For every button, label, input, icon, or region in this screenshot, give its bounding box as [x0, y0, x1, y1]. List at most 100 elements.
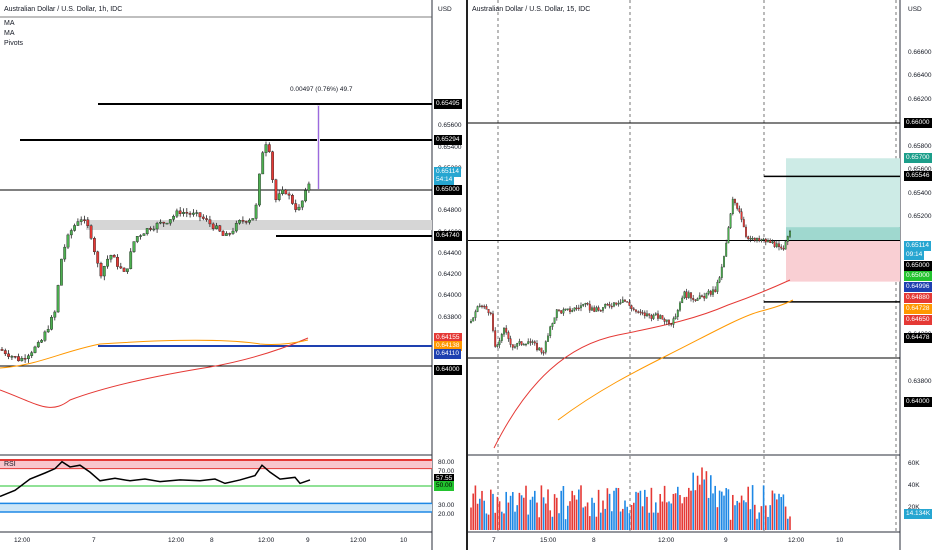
price-label: 0.65114: [434, 167, 462, 177]
candle-body: [712, 289, 714, 295]
volume-bar: [578, 489, 580, 530]
volume-bar: [507, 502, 510, 530]
volume-bar: [597, 489, 600, 530]
candle-body: [50, 316, 53, 330]
candle-body: [195, 212, 199, 214]
volume-tick: 20K: [908, 504, 920, 511]
candle-body: [731, 198, 734, 215]
volume-bar: [749, 509, 752, 530]
candle-body: [267, 144, 271, 152]
volume-bar: [650, 487, 653, 530]
candle-body: [99, 263, 103, 277]
volume-bar: [474, 485, 477, 530]
time-tick: 12:00: [14, 537, 31, 544]
candle-body: [145, 228, 149, 235]
candle-body: [632, 308, 635, 310]
volume-bar: [485, 513, 488, 530]
candle-body: [687, 292, 690, 298]
candle-body: [244, 221, 248, 223]
volume-bar: [487, 514, 490, 530]
candle-body: [139, 235, 142, 237]
rsi-label[interactable]: RSI: [4, 461, 16, 468]
candle-body: [698, 295, 701, 299]
candle-body: [753, 238, 756, 241]
volume-bar: [584, 506, 587, 530]
volume-bar: [602, 500, 604, 530]
volume-bar: [743, 500, 745, 530]
indicator-ma-1[interactable]: MA: [4, 20, 15, 27]
time-tick: 9: [306, 537, 310, 544]
volume-bar: [754, 504, 756, 530]
candle-body: [0, 349, 4, 351]
volume-tick: 60K: [908, 460, 920, 467]
candle-body: [665, 319, 668, 322]
candle-body: [116, 256, 119, 267]
volume-bar: [747, 486, 749, 530]
candle-body: [511, 344, 514, 348]
volume-bar: [536, 502, 538, 530]
chart-panel-15m[interactable]: Australian Dollar / U.S. Dollar, 15, IDC…: [466, 0, 932, 550]
candle-body: [79, 219, 83, 222]
price-label: 0.65000: [904, 261, 932, 271]
volume-bar: [683, 497, 686, 530]
volume-bar: [600, 512, 602, 530]
chart-panel-1h[interactable]: Australian Dollar / U.S. Dollar, 1h, IDC…: [0, 0, 466, 550]
candle-body: [261, 152, 265, 175]
chart-canvas-1h[interactable]: [0, 0, 466, 550]
time-tick: 8: [210, 537, 214, 544]
candle-body: [591, 307, 593, 311]
volume-bar: [655, 502, 657, 530]
candle-body: [648, 313, 651, 316]
candle-body: [231, 230, 235, 234]
volume-bar: [589, 516, 591, 530]
price-label: 0.65000: [904, 271, 932, 281]
volume-bar: [624, 500, 626, 530]
candle-body: [657, 313, 659, 319]
candle-body: [89, 225, 93, 239]
volume-bar: [549, 510, 551, 530]
rsi-tick: 20.00: [438, 511, 455, 518]
candle-body: [119, 266, 123, 269]
candle-body: [152, 228, 156, 231]
candle-body: [551, 323, 554, 327]
volume-bar: [729, 519, 732, 530]
candle-body: [727, 227, 730, 244]
candle-body: [503, 327, 505, 335]
candle-body: [527, 341, 530, 345]
candle-body: [96, 251, 100, 264]
candle-body: [86, 219, 90, 226]
volume-bar: [696, 475, 699, 530]
candle-body: [43, 331, 47, 341]
volume-bar: [545, 503, 547, 530]
volume-bar: [529, 499, 532, 530]
candle-body: [158, 221, 162, 224]
candle-body: [624, 299, 626, 302]
candle-body: [646, 313, 648, 317]
volume-bar: [672, 493, 675, 530]
candle-body: [109, 255, 113, 260]
volume-bar: [560, 490, 562, 530]
rsi-line: [0, 460, 311, 498]
measure-label: 0.00497 (0.76%) 49.7: [290, 86, 353, 93]
volume-bar: [553, 494, 556, 530]
indicator-pivots[interactable]: Pivots: [4, 40, 24, 47]
candle-body: [238, 219, 241, 224]
candle-body: [254, 204, 258, 219]
candle-body: [784, 241, 787, 250]
candle-body: [674, 316, 677, 319]
candle-body: [483, 305, 486, 308]
candle-body: [297, 206, 301, 210]
volume-bar: [564, 519, 567, 530]
volume-bar: [604, 508, 606, 530]
volume-bar: [580, 485, 582, 530]
price-label: 0.65546: [904, 171, 932, 182]
indicator-ma-2[interactable]: MA: [4, 30, 15, 37]
candle-body: [205, 218, 208, 220]
candle-body: [538, 347, 541, 351]
volume-bar: [573, 495, 576, 530]
candle-body: [593, 307, 596, 312]
currency-label: USD: [438, 6, 452, 13]
chart-canvas-15m[interactable]: [468, 0, 932, 550]
price-label: 0.65000: [434, 185, 462, 195]
volume-bar: [622, 508, 624, 530]
